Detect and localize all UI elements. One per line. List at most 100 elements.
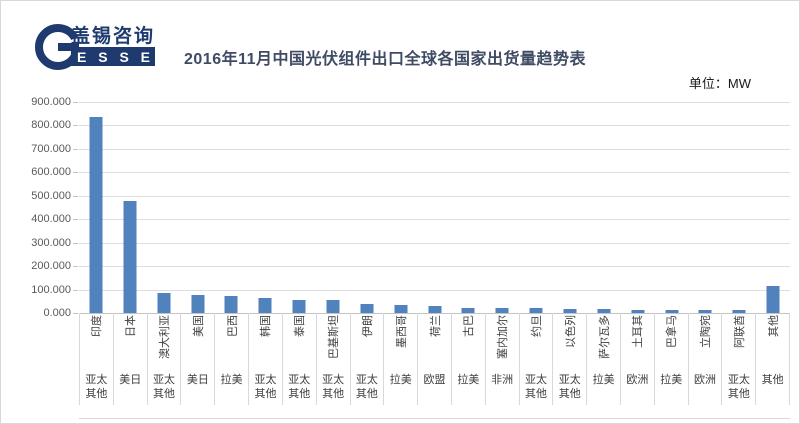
chart-title: 2016年11月中国光伏组件出口全球各国家出货量趋势表 [184, 51, 587, 68]
category-label-text: 巴基斯坦 [328, 315, 341, 359]
chart-bar [597, 309, 611, 313]
bar-column [350, 102, 384, 313]
x-label-cell: 立陶宛 欧洲 [689, 313, 723, 405]
ytick-label: 300.000 [31, 236, 71, 249]
x-label-cell: 塞内加尔 非洲 [486, 313, 520, 405]
ytick-label: 500.000 [31, 189, 71, 202]
ytick-label: 700.000 [31, 142, 71, 155]
group-label: 欧洲 [626, 374, 649, 386]
chart-bar [326, 299, 340, 313]
logo-company-en: E S S E Y [77, 49, 175, 65]
category-label-text: 伊朗 [361, 315, 374, 337]
category-label: 荷兰 [418, 313, 451, 371]
chart-bar [224, 295, 238, 313]
unit-label: 单位：MW [688, 76, 751, 91]
ytick-mark [73, 242, 78, 244]
chart-bar [698, 310, 712, 313]
gridline [79, 172, 790, 174]
chart-bar [258, 298, 272, 313]
category-label: 巴西 [215, 313, 248, 371]
category-label: 澳大利亚 [148, 313, 181, 371]
bar-column [756, 102, 790, 313]
category-label-text: 澳大利亚 [159, 315, 172, 359]
gessey-logo: 盖锡咨询 E S S E Y [25, 9, 175, 75]
chart-bar [461, 307, 475, 313]
category-label: 萨尔瓦多 [587, 313, 620, 371]
category-label: 约旦 [520, 313, 553, 371]
bar-column [688, 102, 722, 313]
category-label: 泰国 [283, 313, 316, 371]
category-label-text: 立陶宛 [700, 315, 713, 348]
x-label-cell: 印度 亚太其他 [79, 313, 114, 405]
group-label: 亚太其他 [153, 374, 176, 400]
group-label: 亚太其他 [85, 374, 108, 400]
bar-column [451, 102, 485, 313]
chart-bar [563, 309, 577, 313]
ytick-label: 200.000 [31, 260, 71, 273]
x-label-cell: 巴拿马 拉美 [655, 313, 689, 405]
x-label-cell: 其他 其他 [756, 313, 791, 405]
x-label-cell: 阿联酋 亚太其他 [722, 313, 757, 405]
ytick-mark [73, 219, 78, 221]
category-label-text: 荷兰 [429, 315, 442, 337]
group-label: 亚太其他 [524, 374, 547, 400]
group-label: 拉美 [457, 374, 480, 386]
x-label-cell: 以色列 亚太其他 [553, 313, 588, 405]
x-label-cell: 巴基斯坦 亚太其他 [317, 313, 351, 405]
bar-column [147, 102, 181, 313]
category-label: 立陶宛 [689, 313, 722, 371]
ytick-label: 800.000 [31, 119, 71, 132]
chart-bar [665, 309, 679, 313]
gridline [79, 102, 790, 103]
x-axis-line [79, 313, 790, 314]
x-label-cell: 澳大利亚 亚太其他 [148, 313, 182, 405]
category-label: 其他 [756, 313, 789, 371]
group-label: 亚太其他 [727, 374, 750, 400]
ytick-label: 900.000 [31, 96, 71, 108]
ytick-label: 600.000 [31, 166, 71, 179]
category-label-text: 古巴 [463, 315, 476, 337]
bar-column [248, 102, 282, 313]
category-label-text: 日本 [125, 315, 138, 337]
bars-layer [79, 102, 790, 313]
x-axis-labels: 印度 亚太其他 日本 美日 澳大利亚 亚太其他 美国 美日 巴西 拉美 韩国 亚太其他 泰国 亚太其他 巴基… [79, 313, 791, 405]
group-label: 拉美 [660, 374, 683, 386]
category-label: 土耳其 [621, 313, 654, 371]
gridline [79, 148, 790, 150]
group-label: 亚太其他 [355, 374, 378, 400]
group-label: 非洲 [491, 374, 514, 386]
ytick-mark [73, 148, 78, 150]
chart-bar [732, 309, 746, 313]
bar-column [722, 102, 756, 313]
group-label: 亚太其他 [322, 374, 345, 400]
ytick-mark [73, 195, 78, 197]
category-label: 巴拿马 [655, 313, 688, 371]
x-label-cell: 墨西哥 拉美 [384, 313, 419, 405]
bar-column [519, 102, 553, 313]
bar-column [282, 102, 316, 313]
axis-frame-line [79, 418, 790, 419]
ytick-mark [73, 313, 78, 314]
chart-bar [360, 303, 374, 313]
ytick-label: 0.000 [43, 307, 71, 319]
ytick-mark [73, 125, 78, 127]
bar-column [485, 102, 519, 313]
chart-bar [428, 306, 442, 313]
bar-column [316, 102, 350, 313]
x-label-cell: 伊朗 亚太其他 [351, 313, 385, 405]
gessey-logo-icon: 盖锡咨询 E S S E Y [35, 24, 175, 70]
bar-column [214, 102, 248, 313]
category-label: 古巴 [452, 313, 485, 371]
group-label: 美日 [186, 374, 209, 386]
x-label-cell: 荷兰 欧盟 [418, 313, 452, 405]
bar-column [418, 102, 452, 313]
x-label-cell: 美国 美日 [181, 313, 216, 405]
category-label-text: 以色列 [564, 315, 577, 348]
group-label: 其他 [761, 374, 784, 386]
bar-column [384, 102, 418, 313]
category-label: 以色列 [553, 313, 586, 371]
logo-company-cn: 盖锡咨询 [71, 24, 155, 47]
category-label: 日本 [114, 313, 147, 371]
group-label: 美日 [119, 374, 142, 386]
gridline [79, 195, 790, 197]
